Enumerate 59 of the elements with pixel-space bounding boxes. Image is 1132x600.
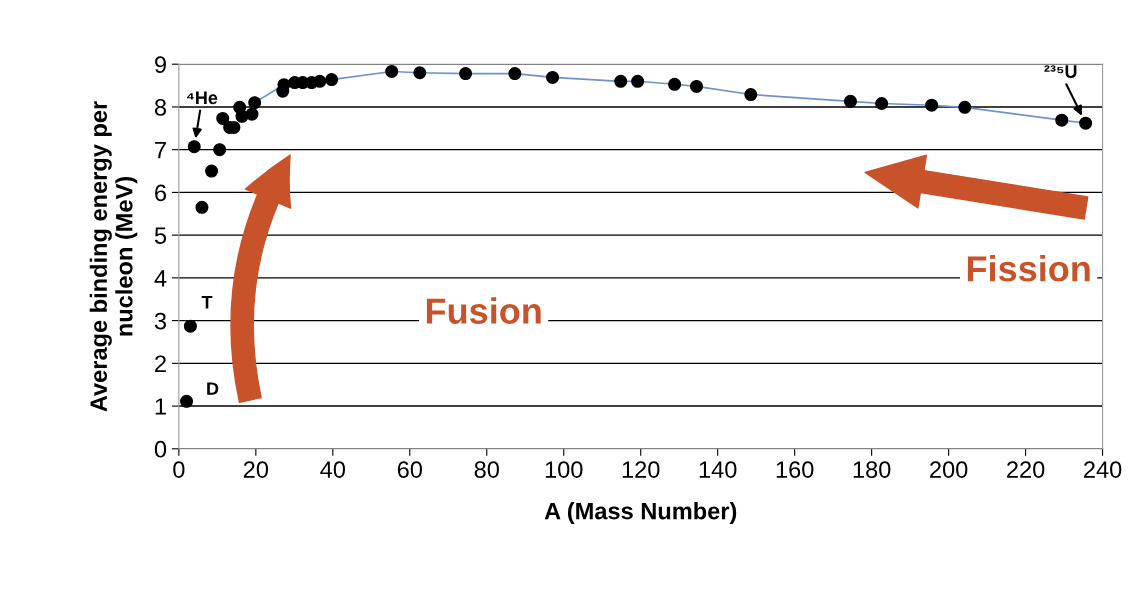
point xyxy=(385,64,399,78)
x-tick-label: 80 xyxy=(474,461,499,478)
y-tick-label: 9 xyxy=(155,56,166,73)
point xyxy=(413,66,427,80)
point xyxy=(546,70,560,84)
x-tick-label: 180 xyxy=(853,461,891,478)
point xyxy=(313,74,327,88)
point xyxy=(213,143,227,157)
x-tick-label: 0 xyxy=(173,461,185,478)
x-tick-label: 140 xyxy=(699,461,737,478)
x-tick-label: 20 xyxy=(243,461,269,478)
y-axis-title: Average binding energy per nucleon (MeV) xyxy=(89,101,138,412)
annotation: Fusion xyxy=(426,297,541,324)
point xyxy=(245,107,259,121)
point xyxy=(614,74,628,88)
point xyxy=(195,200,209,214)
x-axis-title: A (Mass Number) xyxy=(544,502,737,525)
y-tick-label: 6 xyxy=(155,184,167,202)
annotation: T xyxy=(201,296,213,309)
point xyxy=(235,109,249,123)
annotation: D xyxy=(207,382,219,395)
y-tick-label: 1 xyxy=(155,398,166,415)
x-tick-label: 240 xyxy=(1084,461,1122,478)
point xyxy=(925,98,939,112)
point xyxy=(325,73,339,87)
y-tick-label: 3 xyxy=(154,312,167,330)
point xyxy=(1055,113,1069,127)
y-tick-label: 0 xyxy=(154,440,167,458)
point xyxy=(508,67,522,81)
point xyxy=(958,100,972,114)
point xyxy=(187,140,201,154)
point xyxy=(216,111,230,125)
point xyxy=(875,97,889,111)
point xyxy=(1079,116,1093,130)
y-tick-label: 4 xyxy=(154,270,167,287)
point xyxy=(180,394,194,408)
point xyxy=(668,77,682,91)
point xyxy=(248,96,262,110)
y-tick-label: 7 xyxy=(155,141,166,159)
x-tick-label: 40 xyxy=(320,461,346,478)
y-tick-label: 2 xyxy=(155,355,166,372)
x-tick-label: 160 xyxy=(776,461,814,478)
point xyxy=(631,74,645,88)
point xyxy=(690,79,704,93)
x-tick-label: 220 xyxy=(1007,461,1045,478)
point xyxy=(459,67,473,81)
point xyxy=(183,319,197,333)
x-tick-label: 200 xyxy=(930,461,968,478)
annotation: Fission xyxy=(967,255,1090,282)
x-tick-label: 100 xyxy=(545,461,583,478)
x-tick-label: 120 xyxy=(622,461,660,478)
annotation: ⁴He xyxy=(187,91,218,105)
annotation: ²³⁵U xyxy=(1044,65,1077,78)
x-tick-label: 60 xyxy=(397,461,422,478)
point xyxy=(205,164,219,178)
y-tick-label: 8 xyxy=(154,99,167,116)
point xyxy=(744,88,758,102)
y-tick-label: 5 xyxy=(154,227,167,244)
point xyxy=(843,94,857,108)
